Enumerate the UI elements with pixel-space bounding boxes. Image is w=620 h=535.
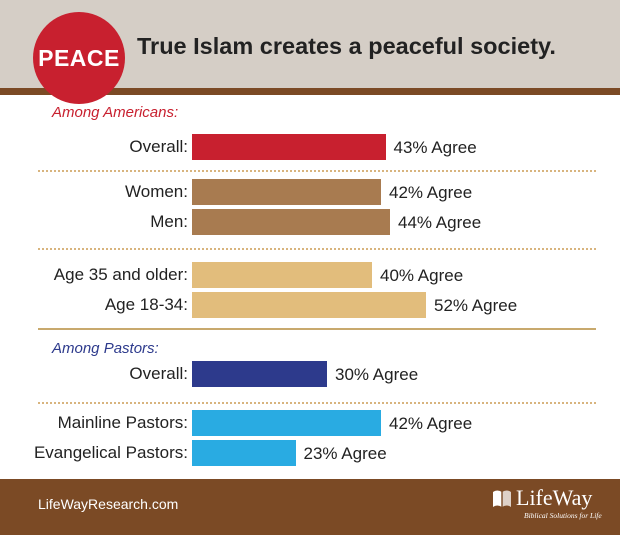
- chart-title: True Islam creates a peaceful society.: [137, 33, 556, 59]
- group-divider: [38, 170, 596, 172]
- peace-badge: PEACE: [33, 12, 125, 104]
- row-label: Age 35 and older:: [53, 265, 188, 284]
- bar: [192, 361, 327, 387]
- data-label: 42% Agree: [389, 183, 473, 202]
- bar: [192, 179, 381, 205]
- data-label: 30% Agree: [335, 365, 419, 384]
- logo-wordmark: LifeWay: [516, 485, 593, 510]
- bar: [192, 262, 372, 288]
- row-label: Women:: [125, 182, 188, 201]
- section-label-pastors: Among Pastors:: [52, 340, 159, 357]
- bar: [192, 134, 386, 160]
- bar: [192, 440, 296, 466]
- row-label: Overall:: [129, 364, 188, 383]
- data-label: 44% Agree: [398, 213, 482, 232]
- row-label: Age 18-34:: [104, 295, 188, 314]
- data-label: 43% Agree: [393, 138, 477, 157]
- badge-label: PEACE: [38, 44, 120, 71]
- section-label-americans: Among Americans:: [52, 104, 179, 121]
- lifeway-logo-icon: [493, 490, 511, 508]
- bar: [192, 410, 381, 436]
- row-label: Overall:: [129, 137, 188, 156]
- section-divider: [38, 328, 596, 330]
- group-divider: [38, 248, 596, 250]
- group-divider: [38, 402, 596, 404]
- footer-url[interactable]: LifeWayResearch.com: [38, 496, 179, 512]
- footer-band: [0, 479, 620, 535]
- header-divider: [0, 88, 620, 95]
- row-label: Men:: [150, 212, 188, 231]
- data-label: 52% Agree: [434, 296, 518, 315]
- data-label: 40% Agree: [380, 266, 464, 285]
- data-label: 23% Agree: [303, 444, 387, 463]
- row-label: Evangelical Pastors:: [33, 443, 188, 462]
- bar: [192, 292, 426, 318]
- lifeway-logo: LifeWay Biblical Solutions for Life: [490, 483, 605, 525]
- data-label: 42% Agree: [389, 414, 473, 433]
- bar: [192, 209, 390, 235]
- logo-tagline: Biblical Solutions for Life: [524, 511, 602, 520]
- row-label: Mainline Pastors:: [57, 413, 188, 432]
